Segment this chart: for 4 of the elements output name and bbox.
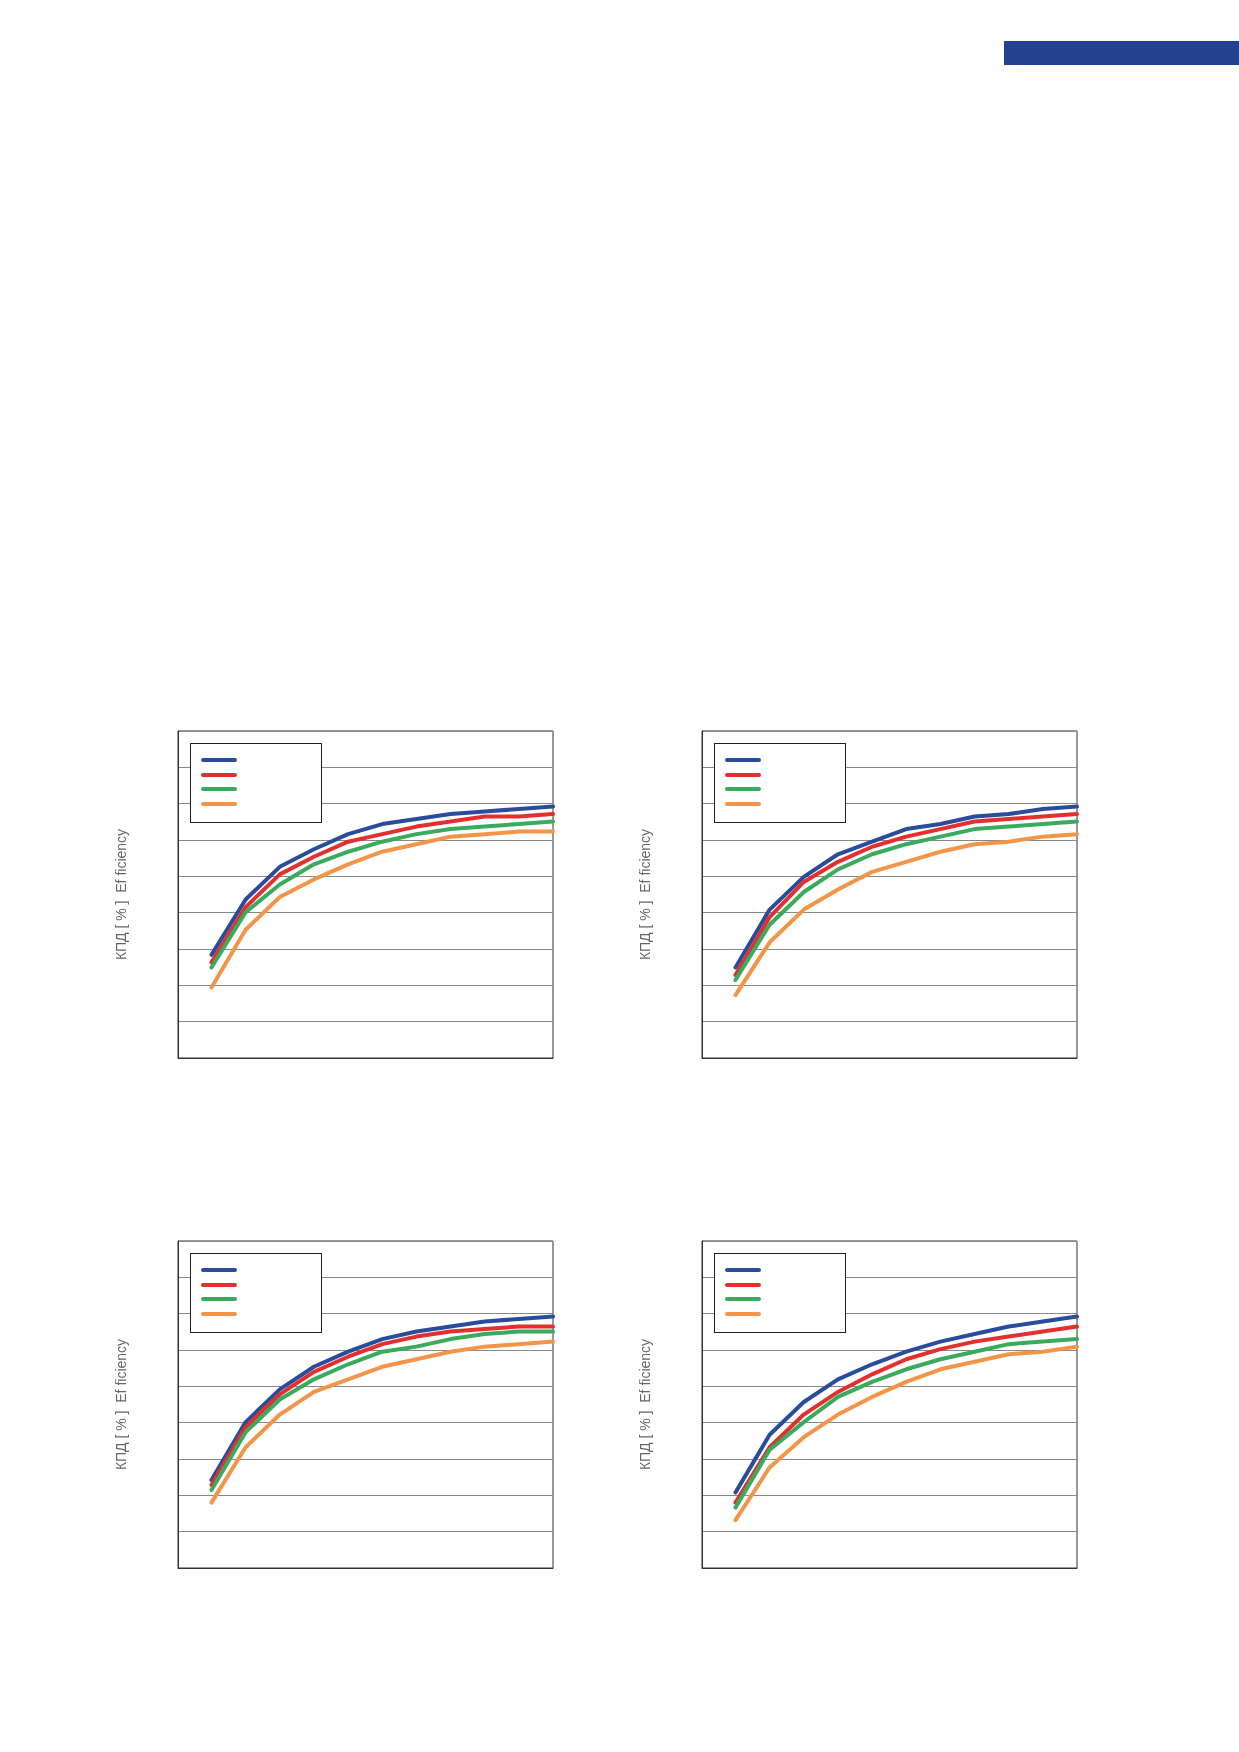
y-axis-title: КПД [ % ] Ef ficiency [113,1338,129,1471]
y-axis-title: КПД [ % ] Ef ficiency [113,828,129,961]
y-axis-title: КПД [ % ] Ef ficiency [637,1338,653,1471]
y-axis-title: КПД [ % ] Ef ficiency [637,828,653,961]
